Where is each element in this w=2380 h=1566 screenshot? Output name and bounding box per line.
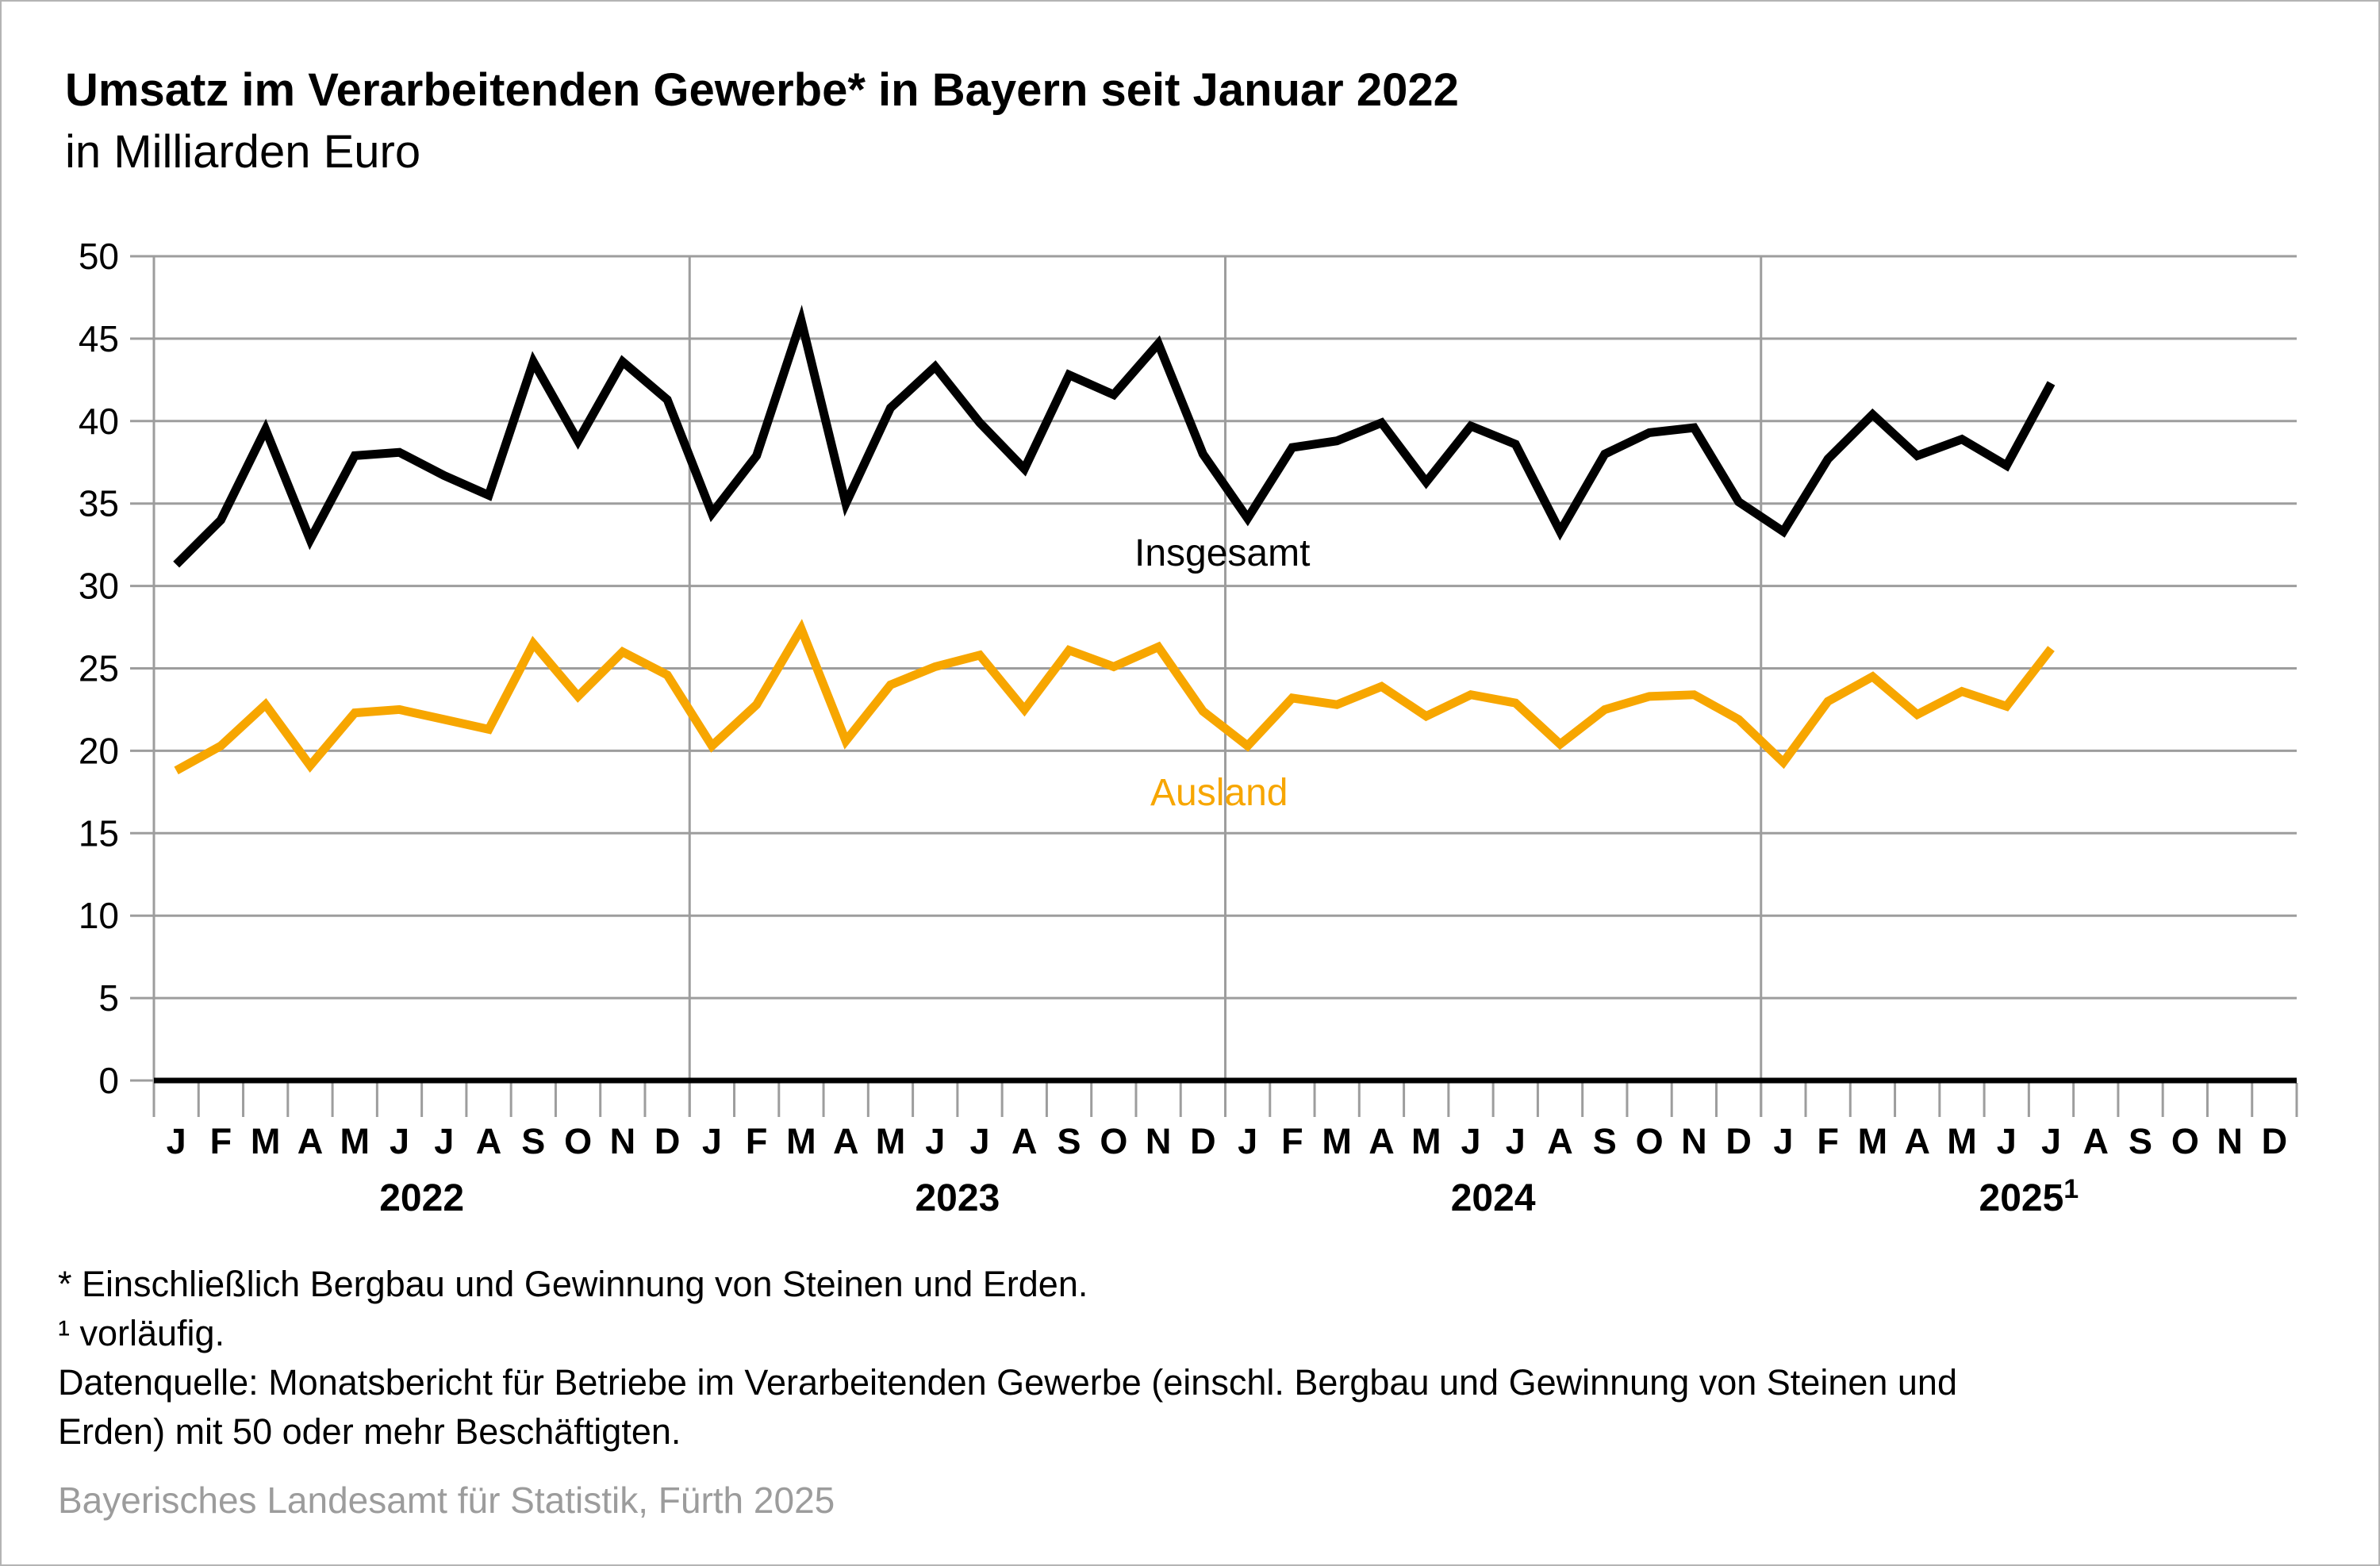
y-axis-label: 0 [98, 1060, 119, 1101]
x-axis-month-label: N [1146, 1121, 1172, 1161]
x-axis-month-label: A [476, 1121, 502, 1161]
footnote-asterisk: * Einschließlich Bergbau und Gewinnung v… [58, 1264, 1088, 1304]
x-axis-month-label: J [390, 1121, 409, 1161]
x-axis-month-label: J [969, 1121, 989, 1161]
footnote-source-line1: Datenquelle: Monatsbericht für Betriebe … [58, 1362, 1957, 1403]
x-axis-month-label: O [2171, 1121, 2199, 1161]
x-axis-month-label: A [1012, 1121, 1038, 1161]
x-axis-month-label: J [1506, 1121, 1526, 1161]
footnote-vorlaeufig: ¹ vorläufig. [58, 1313, 225, 1353]
x-axis-year-label: 2023 [915, 1177, 1000, 1219]
x-axis-month-label: M [1322, 1121, 1352, 1161]
x-axis-month-label: D [654, 1121, 681, 1161]
x-axis-year-label: 2024 [1451, 1177, 1536, 1219]
x-axis-month-label: J [1461, 1121, 1480, 1161]
publisher-line: Bayerisches Landesamt für Statistik, Für… [58, 1480, 835, 1521]
x-axis-month-label: N [610, 1121, 636, 1161]
series-line-insgesamt [173, 305, 2056, 568]
x-axis-month-label: J [1238, 1121, 1257, 1161]
x-axis-month-label: J [702, 1121, 722, 1161]
x-axis-month-label: M [340, 1121, 370, 1161]
x-axis-month-label: D [2262, 1121, 2288, 1161]
x-axis-month-label: S [2129, 1121, 2152, 1161]
y-axis-label: 40 [79, 401, 119, 442]
chart-title: Umsatz im Verarbeitenden Gewerbe* in Bay… [65, 64, 1459, 116]
x-axis-month-label: J [167, 1121, 186, 1161]
x-axis-month-label: F [1281, 1121, 1303, 1161]
series-label-insgesamt: Insgesamt [1134, 532, 1311, 574]
x-axis-month-label: F [210, 1121, 232, 1161]
x-axis-month-label: F [746, 1121, 768, 1161]
x-axis-month-label: S [1058, 1121, 1081, 1161]
x-axis-month-label: A [1368, 1121, 1395, 1161]
x-axis-month-label: N [1681, 1121, 1707, 1161]
y-axis-label: 35 [79, 483, 119, 524]
x-axis-month-label: A [2083, 1121, 2109, 1161]
x-axis-month-label: A [298, 1121, 324, 1161]
x-axis-month-label: O [564, 1121, 592, 1161]
x-axis-month-label: M [251, 1121, 281, 1161]
footnote-source-line2: Erden) mit 50 oder mehr Beschäftigten. [58, 1411, 681, 1452]
x-axis-month-label: M [1858, 1121, 1888, 1161]
x-axis-month-label: J [1997, 1121, 2017, 1161]
y-axis-label: 5 [98, 977, 119, 1019]
y-axis-label: 30 [79, 566, 119, 607]
chart-subtitle: in Milliarden Euro [65, 126, 421, 178]
x-axis-month-label: D [1726, 1121, 1752, 1161]
x-axis-year-label: 2022 [379, 1177, 464, 1219]
x-axis-month-label: O [1636, 1121, 1664, 1161]
x-axis-month-label: M [786, 1121, 816, 1161]
series-line-ausland [174, 619, 2055, 775]
series-label-ausland: Ausland [1150, 772, 1288, 814]
x-axis-month-label: J [925, 1121, 945, 1161]
y-axis-label: 25 [79, 648, 119, 689]
x-axis-month-label: D [1190, 1121, 1216, 1161]
x-axis-month-label: S [521, 1121, 545, 1161]
x-axis-month-label: O [1100, 1121, 1127, 1161]
y-axis-label: 15 [79, 812, 119, 854]
y-axis-label: 10 [79, 895, 119, 936]
x-axis-month-label: M [1411, 1121, 1441, 1161]
y-axis-label: 20 [79, 730, 119, 771]
x-axis-month-label: N [2217, 1121, 2243, 1161]
x-axis-month-label: J [2041, 1121, 2061, 1161]
x-axis-month-label: A [833, 1121, 859, 1161]
x-axis-month-label: A [1547, 1121, 1573, 1161]
x-axis-year-label: 20251 [1979, 1174, 2079, 1219]
x-axis-month-label: F [1817, 1121, 1839, 1161]
x-axis-month-label: J [1773, 1121, 1793, 1161]
x-axis-month-label: M [876, 1121, 906, 1161]
x-axis-month-label: J [434, 1121, 454, 1161]
x-axis-month-label: M [1947, 1121, 1977, 1161]
x-axis-month-label: S [1593, 1121, 1617, 1161]
x-axis-month-label: A [1904, 1121, 1930, 1161]
y-axis-label: 45 [79, 318, 119, 359]
footnotes: * Einschließlich Bergbau und Gewinnung v… [58, 1260, 1957, 1457]
y-axis-label: 50 [79, 236, 119, 277]
